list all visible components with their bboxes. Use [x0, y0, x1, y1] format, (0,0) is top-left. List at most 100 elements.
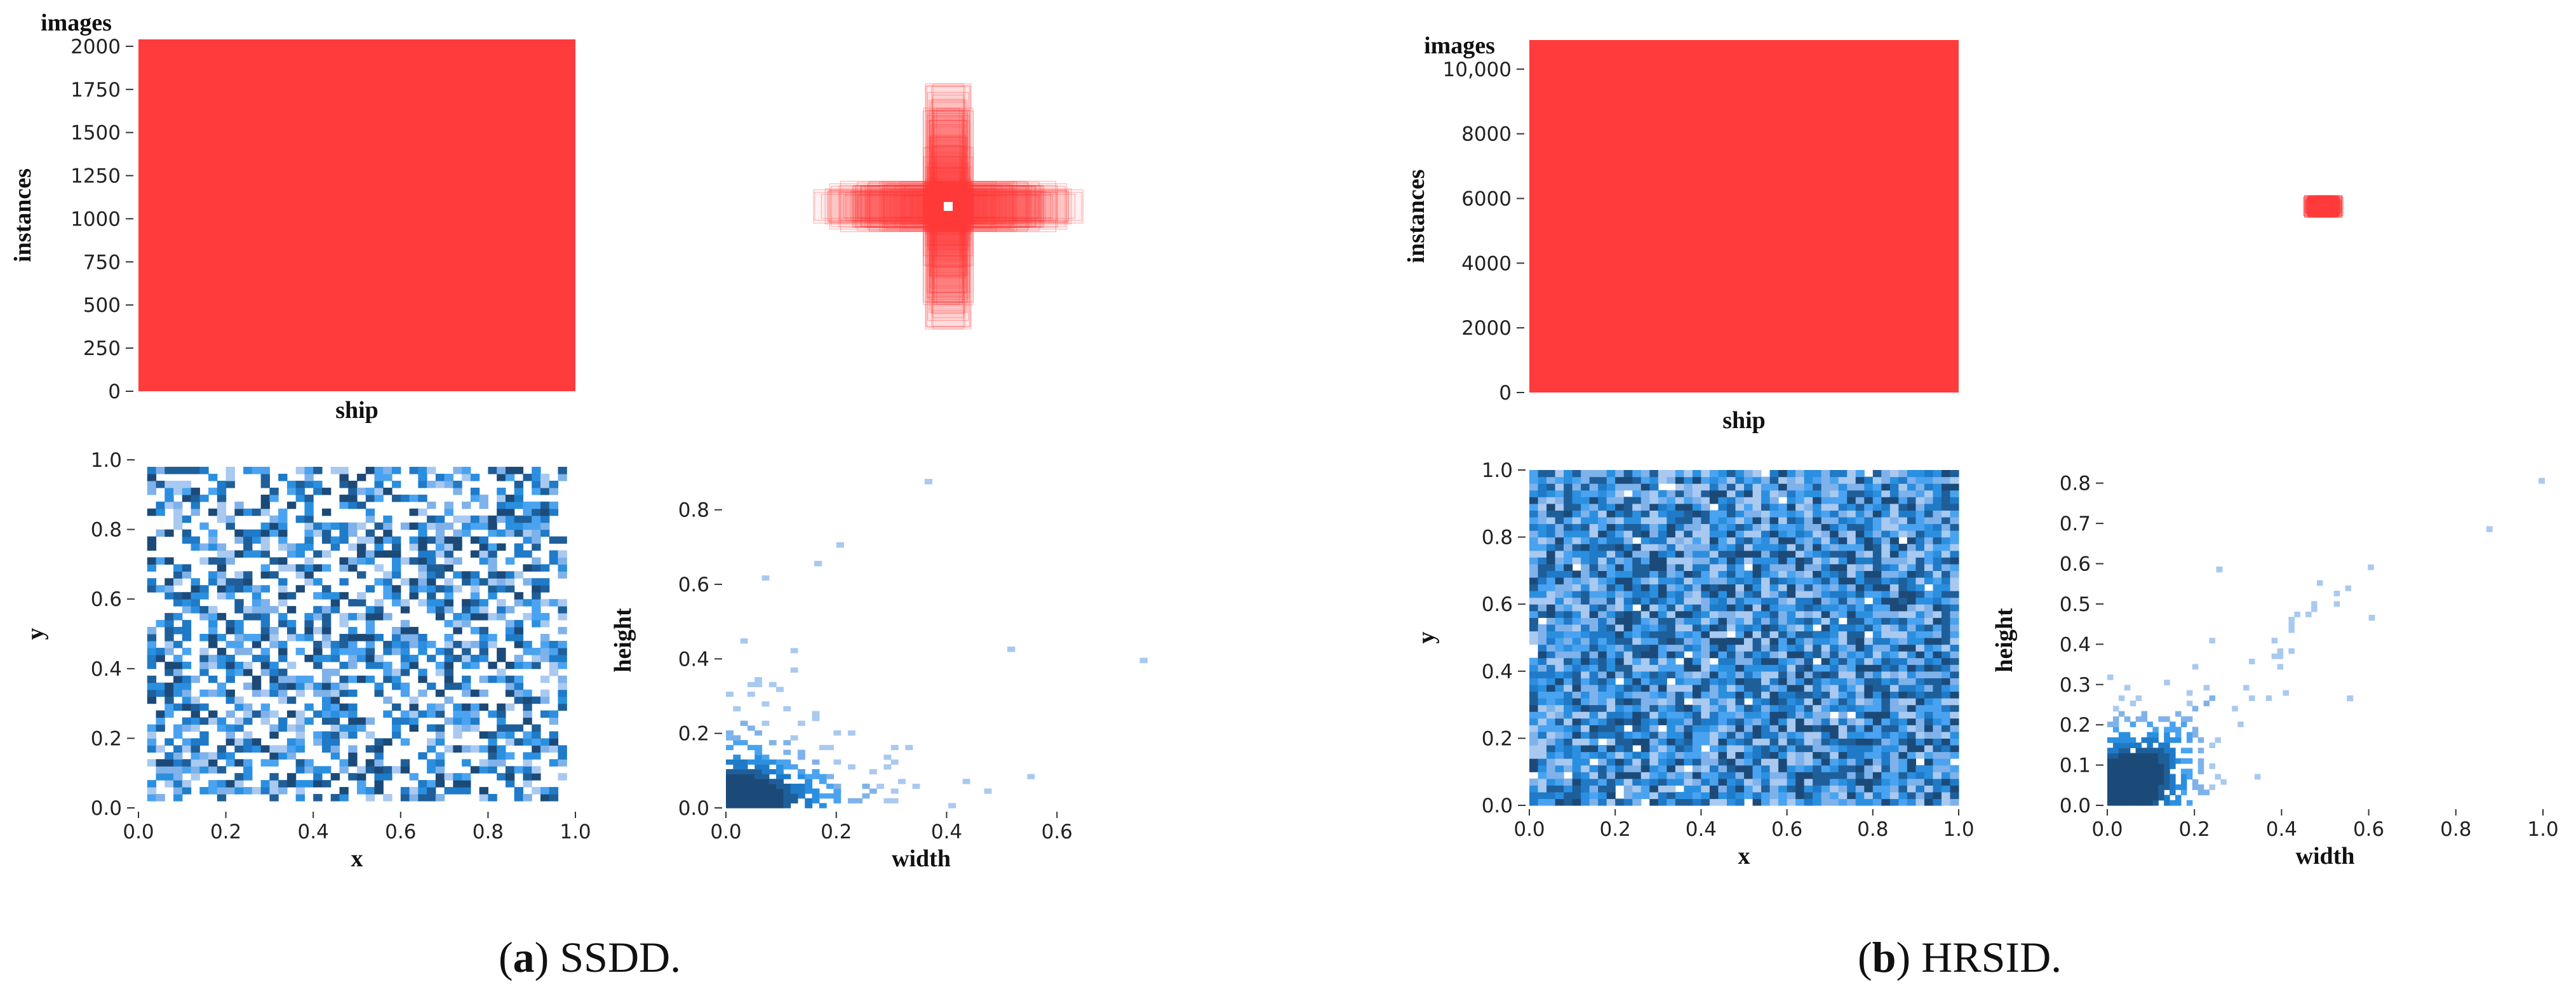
wh-heatmap-cell — [2135, 789, 2142, 796]
wh-heatmap-cell — [726, 779, 734, 784]
xy-heatmap-cell — [418, 787, 427, 795]
xy-heatmap-cell — [330, 717, 340, 725]
xy-heatmap-cell — [304, 634, 314, 641]
xy-heatmap-cell — [1632, 791, 1642, 800]
xy-heatmap-cell — [1855, 470, 1865, 478]
xy-heatmap-cell — [243, 731, 253, 739]
xy-heatmap-cell — [1538, 483, 1547, 491]
wh-outlier-cell — [2539, 478, 2546, 484]
xy-heatmap-cell — [1692, 758, 1701, 766]
xy-heatmap-cell — [295, 689, 305, 697]
wh-heatmap-cell — [2130, 769, 2137, 775]
xy-heatmap-cell — [1581, 758, 1590, 766]
xy-heatmap-cell — [286, 487, 297, 495]
xy-heatmap-cell — [392, 682, 401, 690]
xy-heatmap-cell — [532, 606, 541, 614]
xy-heatmap-cell — [1581, 791, 1590, 800]
xy-heatmap-cell — [1821, 765, 1830, 772]
xy-heatmap-cell — [1564, 516, 1573, 525]
xy-heatmap-cell — [1701, 671, 1710, 678]
xy-heatmap-cell — [1572, 744, 1581, 753]
xy-heatmap-cell — [278, 508, 288, 516]
box-outline — [861, 185, 1036, 227]
box-outline — [932, 145, 965, 267]
box-outline — [925, 166, 972, 246]
xy-heatmap-cell — [1692, 544, 1701, 551]
xy-heatmap-cell — [505, 675, 515, 683]
xy-heatmap-cell — [1915, 516, 1925, 525]
xy-heatmap-cell — [1640, 470, 1650, 478]
wh-heatmap-cell — [2197, 769, 2204, 775]
xy-heatmap-cell — [156, 773, 165, 781]
xy-heatmap-cell — [330, 738, 340, 746]
xy-heatmap-cell — [1941, 577, 1951, 585]
xy-heatmap-cell — [1546, 563, 1556, 571]
xy-heatmap-cell — [164, 682, 174, 690]
wh-outlier-cell — [2216, 566, 2223, 573]
xy-heatmap-cell — [453, 724, 462, 732]
xy-heatmap-cell — [462, 640, 471, 648]
xy-heatmap-cell — [470, 745, 480, 753]
xy-heatmap-cell — [549, 745, 559, 753]
xy-heatmap-cell — [191, 738, 200, 746]
xy-heatmap-cell — [1778, 510, 1788, 518]
xy-heatmap-cell — [260, 710, 270, 718]
xy-heatmap-cell — [1795, 725, 1805, 732]
xy-heatmap-cell — [1872, 711, 1882, 719]
xy-heatmap-cell — [1667, 604, 1676, 612]
wh-heatmap-cell — [2118, 795, 2125, 801]
box-outline — [854, 185, 1042, 228]
xy-heatmap-cell — [1924, 591, 1934, 598]
xy-heatmap-cell — [1572, 664, 1581, 672]
wh-heatmap-cell — [2130, 795, 2137, 801]
xy-heatmap-cell — [453, 640, 462, 648]
xy-heatmap-cell — [1761, 772, 1771, 779]
xy-heatmap-cell — [321, 731, 332, 739]
xy-heatmap-cell — [365, 647, 375, 655]
xy-heatmap-cell — [1606, 718, 1616, 725]
xy-heatmap-cell — [1572, 523, 1581, 531]
xy-heatmap-cell — [1546, 644, 1556, 652]
xy-heatmap-cell — [427, 501, 436, 509]
xy-heatmap-cell — [1701, 483, 1710, 491]
xy-heatmap-cell — [1589, 490, 1599, 497]
xy-heatmap-cell — [1632, 718, 1642, 725]
xy-heatmap-cell — [1898, 744, 1908, 753]
xy-heatmap-cell — [1623, 537, 1633, 544]
xy-ytick-label: 1.0 — [1482, 459, 1513, 482]
box-outline — [935, 182, 962, 231]
xy-heatmap-cell — [1589, 751, 1599, 759]
xy-heatmap-cell — [558, 759, 567, 767]
xy-heatmap-cell — [1872, 744, 1882, 753]
xy-heatmap-cell — [1838, 557, 1848, 565]
xy-heatmap-cell — [1632, 684, 1642, 692]
xy-heatmap-cell — [400, 661, 410, 669]
xy-heatmap-cell — [1589, 550, 1599, 558]
xy-heatmap-cell — [470, 592, 480, 600]
xy-heatmap-cell — [1632, 544, 1642, 551]
xy-heatmap-cell — [208, 717, 218, 725]
wh-xtick-label: 0.2 — [821, 821, 852, 843]
xy-heatmap-cell — [1898, 570, 1908, 578]
xy-heatmap-cell — [321, 613, 332, 621]
wh-heatmap-cell — [819, 744, 827, 751]
xy-heatmap-cell — [1889, 483, 1899, 491]
xy-heatmap-cell — [1761, 544, 1771, 551]
box-outline — [821, 194, 1076, 219]
xy-heatmap-cell — [286, 550, 297, 558]
box-outline — [853, 185, 1043, 228]
xy-heatmap-cell — [1787, 617, 1796, 625]
xy-heatmap-cell — [1564, 798, 1573, 806]
xy-heatmap-cell — [1752, 557, 1762, 565]
xy-heatmap-cell — [1564, 651, 1573, 659]
xy-heatmap-cell — [1907, 711, 1916, 719]
xy-heatmap-cell — [1838, 725, 1848, 732]
xy-heatmap-cell — [1924, 738, 1934, 746]
xy-heatmap-cell — [1555, 772, 1564, 779]
xy-heatmap-cell — [1538, 765, 1547, 772]
bar-ylabel: instances — [10, 168, 36, 262]
xy-heatmap-cell — [1735, 631, 1745, 638]
xy-heatmap-cell — [1744, 516, 1754, 525]
xy-heatmap-cell — [514, 515, 524, 523]
xy-heatmap-cell — [278, 473, 288, 481]
